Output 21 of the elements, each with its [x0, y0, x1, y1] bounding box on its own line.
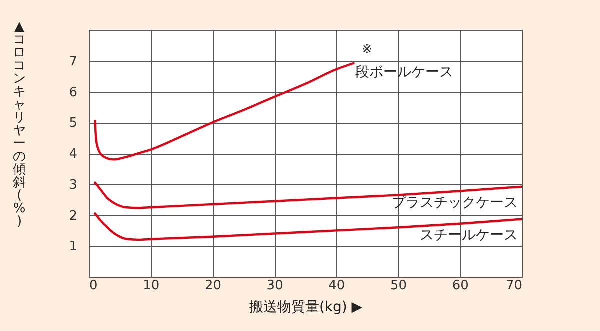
x-tick-label: 40: [328, 278, 346, 294]
y-tick-label: 2: [69, 208, 78, 224]
y-tick-label: 3: [69, 178, 78, 193]
x-tick-label: 10: [143, 278, 160, 294]
x-tick-label: 0: [90, 278, 98, 294]
text: ▲コロコンキャリヤーの傾斜(%): [13, 20, 26, 230]
x-axis-title: 搬送物質量(kg) ▶: [249, 300, 363, 316]
line-series: [94, 212, 522, 242]
y-tick-label: 5: [69, 116, 78, 132]
x-tick-label: 30: [266, 278, 284, 294]
x-tick-label: 60: [452, 278, 469, 294]
y-tick-label: 7: [69, 54, 78, 70]
x-tick-label: 70: [506, 278, 522, 294]
x-tick-label: 20: [204, 278, 222, 294]
annotation: ※: [362, 42, 373, 58]
line-series: [94, 182, 522, 210]
y-tick-label: 4: [69, 147, 78, 162]
line-series: [94, 62, 355, 161]
y-tick-label: 6: [69, 85, 78, 100]
x-tick-label: 50: [390, 278, 408, 294]
y-tick-label: 1: [69, 240, 78, 255]
